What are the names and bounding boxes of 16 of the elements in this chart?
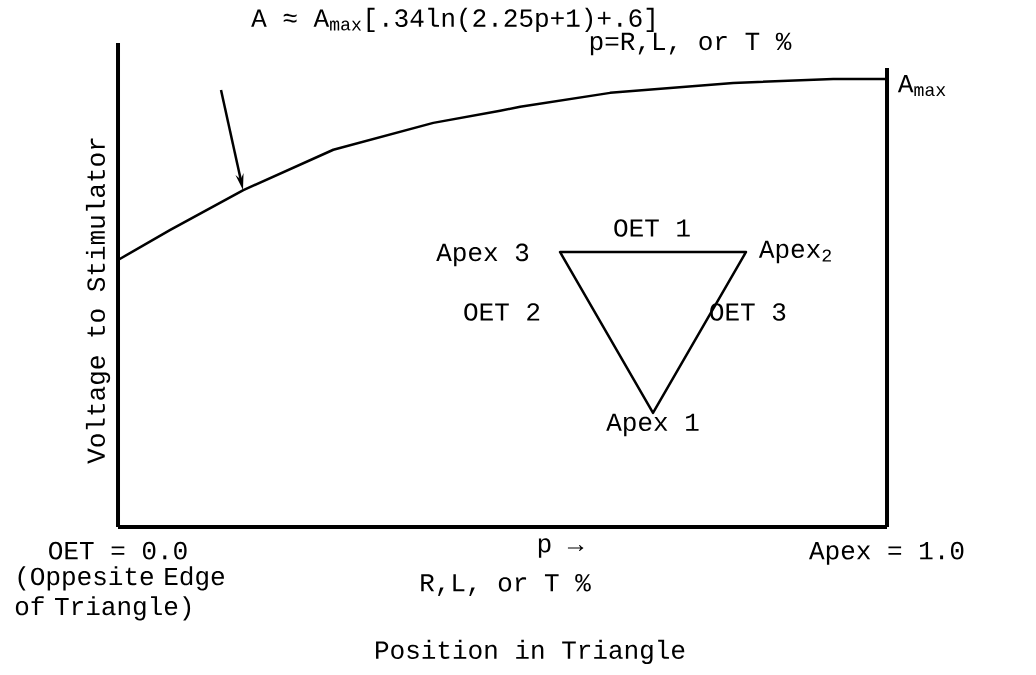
annotation: Apex 3 [436, 243, 529, 267]
annotation: OET 3 [710, 303, 786, 321]
chart-title: A ≈ A$_{max}$[.34ln(2.25p+1)+.6] [251, 7, 654, 33]
y-axis-title: Voltage to Stimulator [85, 138, 111, 464]
x-axis-title: Position in Triangle [376, 639, 685, 665]
annotation: Apex$_{2}$ [758, 240, 831, 264]
x-tick-label: OET = 0.0 [49, 541, 187, 560]
text: (Oppesite Edge of Triangle) [15, 566, 224, 621]
annotation: Apex 1 [606, 413, 699, 437]
text: p → [538, 538, 584, 558]
annotation: A$_{max}$ [897, 75, 946, 97]
text: R,L, or T % [421, 574, 591, 596]
text: p=R,L, or T % [590, 32, 792, 56]
x-tick-label: Apex = 1.0 [809, 541, 964, 565]
annotation: OET 2 [464, 303, 540, 321]
annotation: OET 1 [614, 219, 690, 237]
